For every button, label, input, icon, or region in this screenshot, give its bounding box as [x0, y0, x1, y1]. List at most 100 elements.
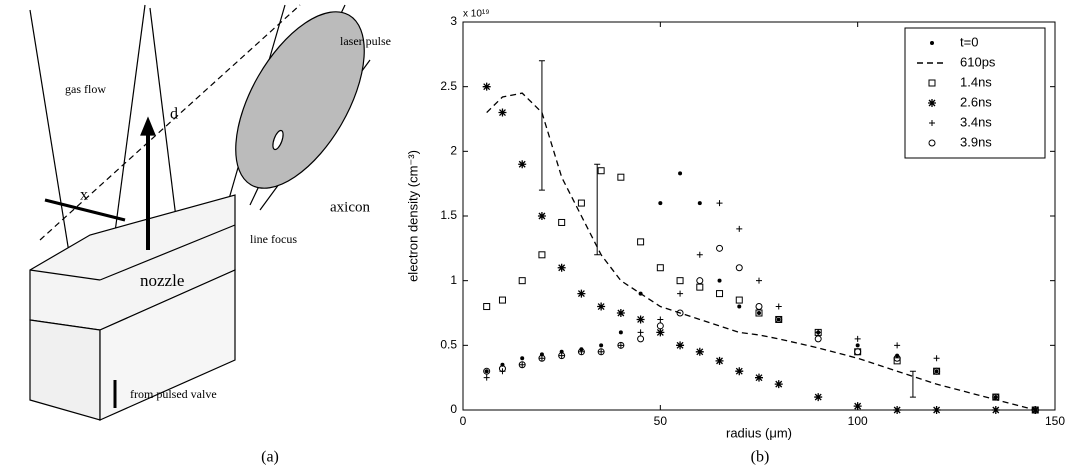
- data-point: [933, 367, 941, 375]
- legend-label: 610ps: [960, 54, 996, 69]
- data-point: [518, 160, 527, 169]
- caption: (b): [751, 449, 770, 466]
- label: d: [170, 106, 178, 123]
- label: x: [80, 187, 88, 204]
- data-point: [518, 277, 526, 285]
- data-point: [518, 361, 526, 369]
- legend-box: [904, 27, 1046, 159]
- legend-swatch: [928, 139, 936, 147]
- data-point: [558, 352, 565, 359]
- legend-label: t=0: [960, 34, 978, 49]
- x-tick-label: 50: [654, 414, 668, 428]
- data-point: [696, 277, 704, 285]
- y-axis-label: electron density (cm⁻³): [405, 150, 420, 282]
- data-point: [498, 365, 506, 373]
- data-point: [737, 304, 742, 309]
- legend-label: 3.4ns: [960, 114, 992, 129]
- data-point: [637, 238, 645, 246]
- data-point: [658, 201, 663, 206]
- data-point: [557, 263, 566, 272]
- data-point: [597, 167, 605, 175]
- data-point: [676, 309, 684, 317]
- data-point: [482, 82, 491, 91]
- data-point: [991, 406, 1000, 414]
- data-point: [696, 283, 704, 291]
- data-point: [538, 355, 545, 362]
- x-tick-label: 100: [848, 414, 868, 428]
- data-point: [695, 347, 704, 356]
- error-bar: [594, 163, 601, 256]
- flow-line: [149, 7, 181, 251]
- data-point: [597, 302, 606, 311]
- data-point: [934, 369, 939, 374]
- data-point: [1031, 406, 1039, 414]
- y-tick-label: 1.5: [440, 208, 457, 222]
- y-multiplier: x 10¹⁹: [463, 9, 490, 20]
- data-point: [484, 369, 489, 374]
- data-point: [1032, 407, 1039, 413]
- data-point: [735, 367, 744, 376]
- x-tick-label: 150: [1045, 414, 1065, 428]
- data-point: [893, 354, 901, 362]
- y-tick-label: 0: [450, 402, 457, 416]
- data-point: [637, 329, 644, 336]
- data-point: [657, 316, 664, 323]
- label: gas flow: [65, 82, 106, 96]
- axicon-disc: [235, 11, 365, 189]
- flow-line: [29, 9, 76, 291]
- data-point: [598, 348, 605, 355]
- edge: [99, 224, 236, 281]
- data-point: [814, 393, 823, 402]
- data-point: [755, 373, 763, 382]
- data-point: [933, 355, 940, 362]
- nozzle-front: [99, 269, 236, 421]
- data-point: [736, 225, 743, 232]
- data-point: [717, 278, 722, 283]
- legend-swatch: [930, 41, 934, 45]
- error-bar: [909, 370, 916, 398]
- laser-axis: [39, 4, 301, 241]
- data-point: [932, 406, 941, 414]
- data-point: [617, 173, 625, 181]
- data-point: [893, 406, 902, 414]
- legend-swatch: [929, 120, 935, 126]
- data-point: [538, 354, 546, 362]
- legend-swatch: [928, 99, 936, 107]
- data-point: [538, 251, 546, 259]
- data-point: [498, 296, 506, 304]
- data-point: [483, 303, 491, 311]
- data-point: [815, 329, 822, 336]
- data-point: [558, 218, 566, 226]
- data-point: [715, 356, 724, 365]
- data-point: [656, 322, 664, 330]
- data-point: [519, 361, 526, 368]
- flow-line: [109, 4, 146, 271]
- x-arrow: [44, 198, 126, 222]
- data-point: [853, 402, 862, 411]
- data-point: [597, 348, 605, 356]
- data-point: [577, 348, 585, 356]
- y-tick-label: 2.5: [440, 79, 457, 93]
- data-point: [577, 289, 586, 298]
- data-point: [696, 251, 703, 258]
- data-point: [618, 330, 623, 335]
- axicon-hole: [272, 129, 284, 151]
- data-point: [676, 341, 685, 350]
- x-tick-label: 0: [460, 414, 467, 428]
- data-point: [558, 352, 566, 360]
- data-point: [854, 348, 862, 356]
- series-line: [486, 92, 1036, 411]
- label: nozzle: [140, 271, 184, 290]
- data-point: [894, 342, 901, 349]
- data-point: [636, 315, 645, 324]
- data-point: [757, 311, 761, 315]
- data-point: [854, 335, 861, 342]
- y-tick-label: 2: [450, 144, 457, 158]
- arrowhead: [140, 116, 156, 136]
- data-point: [617, 342, 624, 349]
- label: line focus: [250, 232, 297, 246]
- data-point: [716, 200, 723, 207]
- x-axis-label: radius (μm): [726, 425, 792, 440]
- data-point: [774, 380, 783, 389]
